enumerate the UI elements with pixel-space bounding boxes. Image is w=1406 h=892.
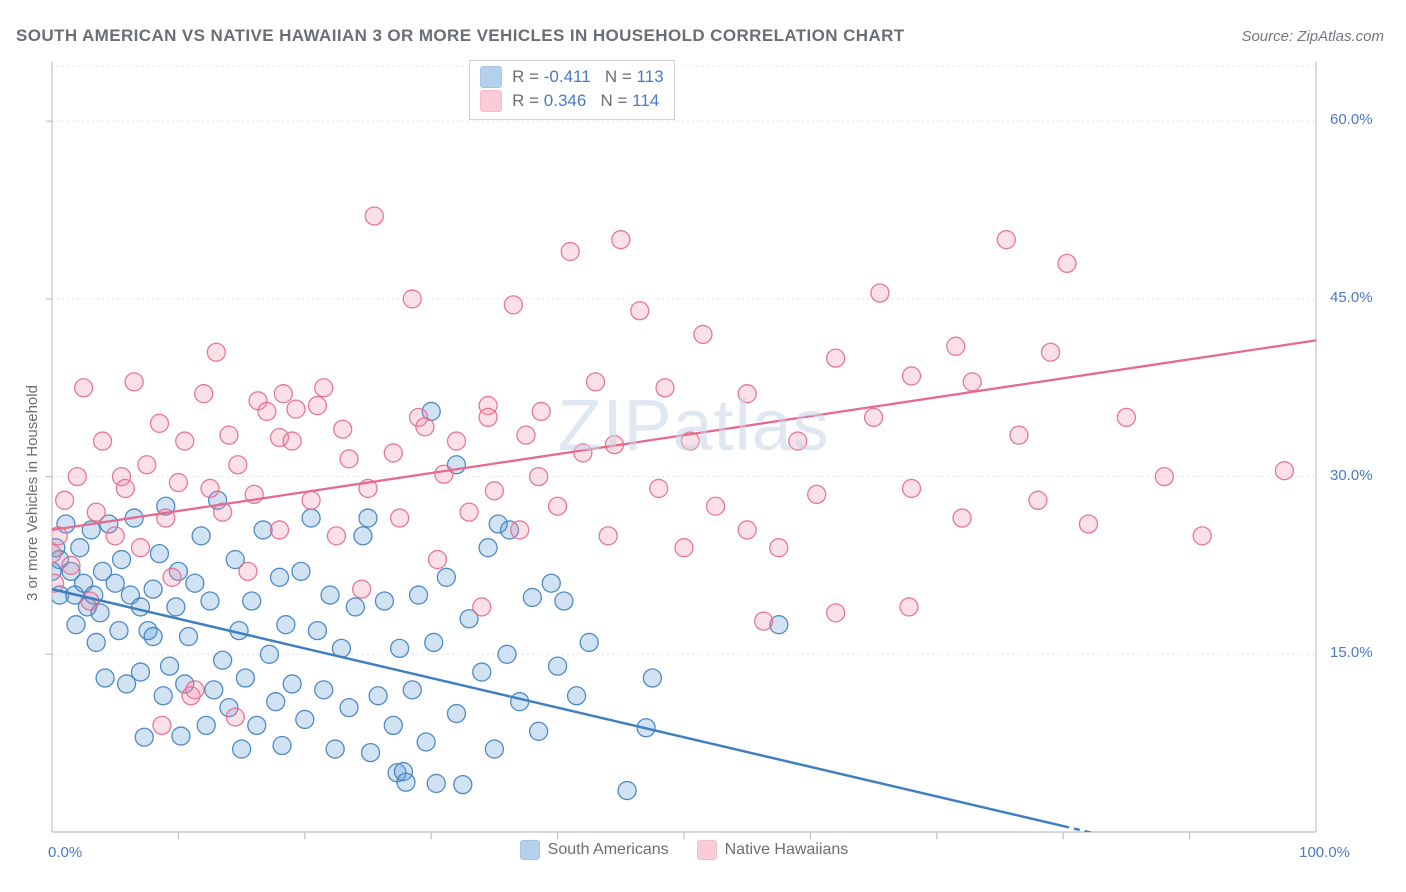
series-legend-label: South Americans <box>548 841 669 859</box>
legend-swatch <box>520 840 540 860</box>
series-legend-item: Native Hawaiians <box>697 840 849 860</box>
legend-text: R = -0.411 N = 113 <box>512 67 664 87</box>
x-right-label: 100.0% <box>1286 844 1350 861</box>
y-axis-label: 3 or more Vehicles in Household <box>24 385 41 601</box>
series-legend-item: South Americans <box>520 840 669 860</box>
legend-text: R = 0.346 N = 114 <box>512 91 659 111</box>
series-legend: South Americans Native Hawaiians <box>520 840 849 860</box>
y-tick-label: 30.0% <box>1330 467 1373 484</box>
scatter-chart <box>0 0 1406 862</box>
y-tick-label: 45.0% <box>1330 289 1373 306</box>
correlation-legend: R = -0.411 N = 113 R = 0.346 N = 114 <box>469 60 675 120</box>
legend-row: R = -0.411 N = 113 <box>480 65 664 89</box>
legend-swatch <box>480 90 502 112</box>
chart-root: { "title": "SOUTH AMERICAN VS NATIVE HAW… <box>0 0 1406 892</box>
legend-row: R = 0.346 N = 114 <box>480 89 664 113</box>
x-left-label: 0.0% <box>48 844 82 861</box>
series-legend-label: Native Hawaiians <box>725 841 849 859</box>
y-tick-label: 60.0% <box>1330 111 1373 128</box>
legend-swatch <box>480 66 502 88</box>
y-tick-label: 15.0% <box>1330 644 1373 661</box>
legend-swatch <box>697 840 717 860</box>
